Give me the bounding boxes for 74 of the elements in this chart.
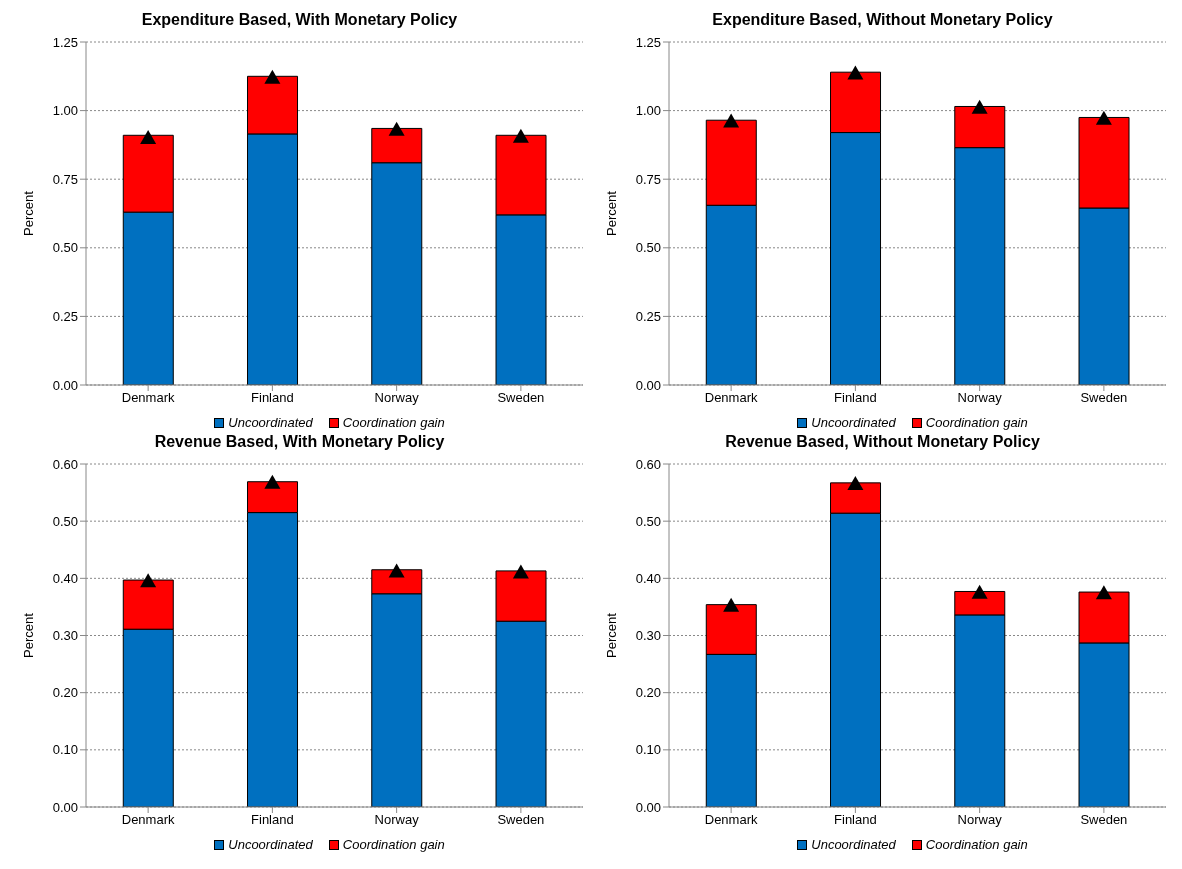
chart-title: Expenditure Based, Without Monetary Policy (711, 10, 1054, 30)
y-tick-label: 0.25 (635, 309, 661, 325)
y-tick-label: 0.75 (635, 171, 661, 187)
y-tick-label: 1.25 (52, 34, 78, 50)
y-tick-label: 0.00 (635, 799, 661, 815)
x-tick-label: Norway (374, 390, 420, 406)
x-tick-label: Denmark (121, 812, 175, 828)
chart-title: Revenue Based, With Monetary Policy (153, 432, 446, 452)
x-tick-label: Denmark (704, 812, 758, 828)
x-tick-label: Finland (834, 390, 877, 406)
point (388, 563, 405, 578)
point (971, 99, 988, 114)
y-tick-label: 1.00 (52, 103, 78, 119)
x-tick-label: Sweden (497, 812, 545, 828)
legend-label: Uncoordinated (227, 837, 313, 852)
x-tick-label: Finland (251, 812, 294, 828)
x-tick-label: Denmark (704, 390, 758, 406)
legend-label: Coordination gain (341, 837, 445, 852)
legend-label: Coordination gain (924, 415, 1028, 430)
legend-label: Uncoordinated (810, 837, 896, 852)
legend-label: Coordination gain (924, 837, 1028, 852)
point (264, 474, 281, 489)
y-tick-label: 0.00 (52, 377, 78, 393)
y-tick-label: 0.00 (52, 799, 78, 815)
y-axis-title: Percent (603, 612, 619, 658)
point (723, 113, 740, 128)
y-tick-label: 0.00 (635, 377, 661, 393)
point (971, 584, 988, 599)
point (847, 476, 864, 491)
y-tick-label: 0.10 (52, 742, 78, 758)
x-tick-label: Sweden (1080, 812, 1128, 828)
y-tick-label: 0.50 (52, 240, 78, 256)
point (388, 121, 405, 136)
point (1095, 585, 1112, 600)
y-tick-label: 0.20 (635, 685, 661, 701)
x-tick-label: Norway (957, 812, 1003, 828)
x-tick-label: Finland (251, 390, 294, 406)
y-axis-title: Percent (603, 190, 619, 236)
y-tick-label: 1.25 (635, 34, 661, 50)
x-tick-label: Sweden (497, 390, 545, 406)
legend-label: Uncoordinated (227, 415, 313, 430)
chart-title: Revenue Based, Without Monetary Policy (724, 432, 1041, 452)
x-tick-label: Norway (374, 812, 420, 828)
point (140, 573, 157, 588)
y-tick-label: 0.30 (635, 628, 661, 644)
chart-title: Expenditure Based, With Monetary Policy (140, 10, 459, 30)
y-tick-label: 0.75 (52, 171, 78, 187)
y-tick-label: 0.50 (635, 513, 661, 529)
point (264, 69, 281, 84)
y-tick-label: 0.50 (635, 240, 661, 256)
y-axis-title: Percent (20, 612, 36, 658)
y-tick-label: 1.00 (635, 103, 661, 119)
x-tick-label: Norway (957, 390, 1003, 406)
x-tick-label: Denmark (121, 390, 175, 406)
y-tick-label: 0.10 (635, 742, 661, 758)
y-tick-label: 0.30 (52, 628, 78, 644)
legend-label: Coordination gain (341, 415, 445, 430)
x-tick-label: Sweden (1080, 390, 1128, 406)
x-tick-label: Finland (834, 812, 877, 828)
y-axis-title: Percent (20, 190, 36, 236)
legend-label: Uncoordinated (810, 415, 896, 430)
point (1095, 110, 1112, 125)
y-tick-label: 0.50 (52, 513, 78, 529)
y-tick-label: 0.40 (52, 570, 78, 586)
point (140, 130, 157, 145)
point (512, 128, 529, 143)
point (847, 65, 864, 80)
y-tick-label: 0.20 (52, 685, 78, 701)
y-tick-label: 0.60 (52, 456, 78, 472)
y-tick-label: 0.60 (635, 456, 661, 472)
y-tick-label: 0.40 (635, 570, 661, 586)
y-tick-label: 0.25 (52, 309, 78, 325)
point (512, 564, 529, 579)
point (723, 597, 740, 612)
